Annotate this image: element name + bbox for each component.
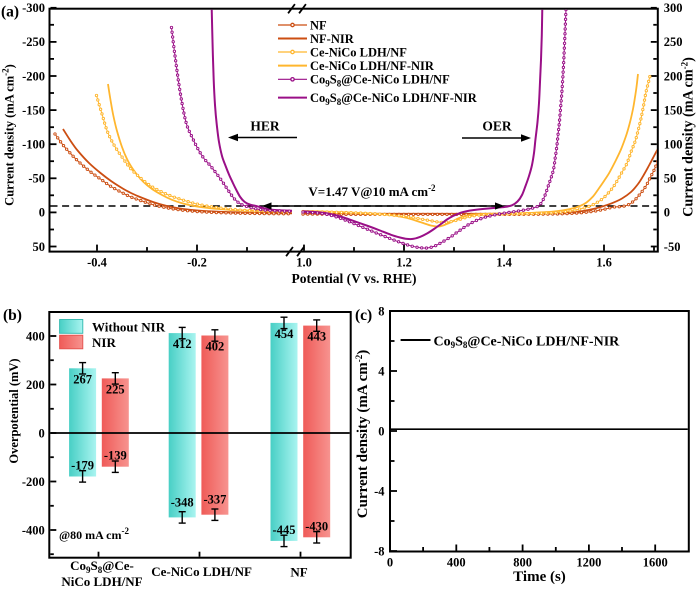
svg-text:Ce-NiCo LDH/NF: Ce-NiCo LDH/NF bbox=[151, 564, 252, 579]
svg-text:250: 250 bbox=[664, 35, 683, 49]
svg-text:-139: -139 bbox=[104, 449, 127, 463]
svg-text:Co9​S8​@Ce-NiCo LDH/NF-NIR: Co9​S8​@Ce-NiCo LDH/NF-NIR bbox=[434, 334, 621, 350]
svg-text:-337: -337 bbox=[203, 493, 226, 507]
svg-text:-430: -430 bbox=[305, 519, 328, 533]
svg-text:0: 0 bbox=[39, 206, 45, 220]
svg-text:300: 300 bbox=[664, 1, 683, 15]
svg-text:0: 0 bbox=[664, 206, 670, 220]
svg-text:-400: -400 bbox=[22, 523, 45, 537]
svg-text:-150: -150 bbox=[22, 103, 45, 117]
svg-text:4: 4 bbox=[378, 364, 385, 378]
svg-text:Co9​S8​@Ce-: Co9​S8​@Ce- bbox=[70, 558, 134, 575]
svg-text:Time (s): Time (s) bbox=[513, 569, 566, 585]
svg-text:1.4: 1.4 bbox=[496, 256, 512, 270]
svg-text:8: 8 bbox=[378, 304, 384, 318]
svg-text:(a): (a) bbox=[1, 4, 19, 21]
svg-text:Potential (V vs. RHE): Potential (V vs. RHE) bbox=[292, 271, 417, 286]
svg-text:Current density (mA cm-2​): Current density (mA cm-2​) bbox=[680, 57, 697, 217]
svg-text:-50: -50 bbox=[664, 240, 681, 254]
svg-text:1.6: 1.6 bbox=[596, 256, 612, 270]
svg-text:150: 150 bbox=[664, 103, 683, 117]
svg-text:OER: OER bbox=[482, 119, 512, 134]
svg-text:443: 443 bbox=[307, 330, 326, 344]
svg-text:400: 400 bbox=[26, 329, 45, 343]
svg-text:-8: -8 bbox=[374, 544, 384, 558]
svg-text:1200: 1200 bbox=[576, 556, 601, 570]
svg-text:1.2: 1.2 bbox=[396, 256, 412, 270]
svg-text:800: 800 bbox=[513, 556, 532, 570]
svg-text:0: 0 bbox=[378, 424, 384, 438]
svg-text:Current density (mA cm-2​): Current density (mA cm-2​) bbox=[354, 350, 371, 518]
svg-text:Ce-NiCo LDH/NF: Ce-NiCo LDH/NF bbox=[310, 45, 407, 59]
svg-text:100: 100 bbox=[664, 138, 683, 152]
svg-text:267: 267 bbox=[73, 372, 92, 386]
svg-text:-4: -4 bbox=[374, 484, 385, 498]
svg-text:Co9​S8​@Ce-NiCo LDH/NF: Co9​S8​@Ce-NiCo LDH/NF bbox=[310, 73, 450, 89]
svg-text:-300: -300 bbox=[22, 1, 45, 15]
svg-text:0: 0 bbox=[387, 556, 393, 570]
svg-text:454: 454 bbox=[275, 327, 295, 341]
svg-text:@80 mA cm-2​: @80 mA cm-2​ bbox=[59, 526, 129, 542]
svg-text:Overpotential (mV): Overpotential (mV) bbox=[7, 358, 21, 463]
svg-text:-0.4: -0.4 bbox=[87, 256, 108, 270]
svg-text:NiCo LDH/NF: NiCo LDH/NF bbox=[61, 574, 142, 589]
svg-text:(b): (b) bbox=[3, 307, 22, 324]
svg-text:402: 402 bbox=[206, 340, 225, 354]
svg-text:HER: HER bbox=[250, 119, 280, 134]
svg-text:Without NIR: Without NIR bbox=[92, 320, 166, 335]
svg-text:NF: NF bbox=[290, 565, 307, 580]
svg-text:-250: -250 bbox=[22, 35, 45, 49]
svg-text:225: 225 bbox=[106, 382, 125, 396]
svg-text:-50: -50 bbox=[28, 172, 45, 186]
svg-text:412: 412 bbox=[173, 337, 192, 351]
svg-text:0: 0 bbox=[39, 426, 45, 440]
svg-text:Current density (mA cm-2​): Current density (mA cm-2​) bbox=[1, 64, 17, 206]
svg-text:200: 200 bbox=[664, 69, 683, 83]
svg-text:-0.2: -0.2 bbox=[187, 256, 207, 270]
svg-text:-445: -445 bbox=[273, 523, 296, 537]
svg-text:200: 200 bbox=[26, 378, 45, 392]
svg-text:Co9​S8​@Ce-NiCo LDH/NF-NIR: Co9​S8​@Ce-NiCo LDH/NF-NIR bbox=[310, 91, 478, 107]
svg-text:-179: -179 bbox=[71, 458, 94, 472]
svg-text:Ce-NiCo LDH/NF-NIR: Ce-NiCo LDH/NF-NIR bbox=[310, 59, 435, 73]
svg-text:50: 50 bbox=[33, 240, 46, 254]
svg-text:-100: -100 bbox=[22, 138, 45, 152]
svg-text:V=1.47 V@10 mA cm-2​: V=1.47 V@10 mA cm-2​ bbox=[308, 183, 436, 199]
svg-text:400: 400 bbox=[447, 556, 466, 570]
svg-text:1.0: 1.0 bbox=[296, 256, 312, 270]
svg-text:1600: 1600 bbox=[643, 556, 668, 570]
svg-text:-348: -348 bbox=[171, 495, 194, 509]
svg-text:NF: NF bbox=[310, 18, 327, 32]
svg-text:-200: -200 bbox=[22, 475, 45, 489]
svg-text:NF-NIR: NF-NIR bbox=[310, 32, 355, 46]
svg-text:(c): (c) bbox=[355, 307, 372, 324]
svg-text:NIR: NIR bbox=[92, 335, 116, 350]
svg-text:-200: -200 bbox=[22, 69, 45, 83]
svg-text:50: 50 bbox=[664, 172, 677, 186]
